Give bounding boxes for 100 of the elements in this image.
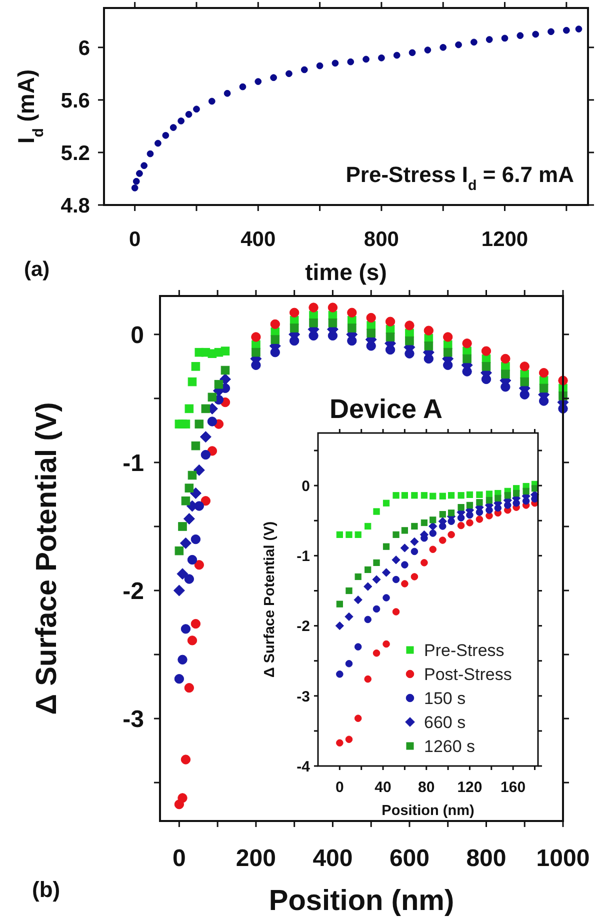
point [486,36,493,43]
point [504,492,511,499]
point [187,554,198,565]
point [466,502,474,509]
point [300,66,308,74]
point [184,574,194,584]
point [372,605,380,613]
point [429,530,437,537]
point [180,537,192,549]
point [378,54,385,62]
point [345,736,353,744]
point [174,546,184,556]
point [193,106,200,113]
point [190,534,201,544]
point [372,575,381,584]
point [316,62,324,70]
point [501,370,510,378]
point [386,332,395,342]
y-tick-label: -2 [122,578,144,606]
point [328,302,338,312]
point [457,522,465,530]
point [336,531,343,538]
legend-label: Pre-Stress [424,641,504,660]
point [401,527,408,534]
point [392,576,400,584]
x-axis-title: Position (nm) [268,885,454,917]
y-tick-label: 6 [78,36,90,60]
point [448,531,455,538]
point [354,596,362,604]
point [178,117,185,124]
point [354,714,362,722]
point [411,522,418,530]
point [174,674,184,684]
x-axis-title: Position (nm) [382,803,474,819]
point [494,494,502,502]
x-tick-label: 40 [374,779,392,796]
point [548,28,554,36]
point [286,70,292,78]
x-tick-label: 400 [312,845,353,872]
legend-label: 1260 s [424,737,476,756]
point [348,324,356,332]
point [476,499,483,506]
point [364,616,372,624]
point [520,362,530,372]
point [200,431,212,443]
point [410,548,418,556]
point [462,338,472,348]
x-tick-label: 800 [466,845,506,872]
point [470,38,478,46]
point [443,332,453,342]
point [430,492,436,500]
point [239,83,246,90]
point [385,316,396,326]
y-tick-label: 0 [130,322,144,350]
point [270,74,278,82]
y-tick-label: -4 [296,758,311,776]
annotation: Pre-Stress I$_{d}$ = 6.7 mA [346,162,574,194]
point [187,636,198,646]
point [290,324,299,332]
point [401,580,408,588]
point [270,335,280,344]
point [132,178,140,185]
point [181,496,190,506]
point [513,490,520,497]
point [335,621,344,630]
point [191,362,200,371]
point [364,566,372,574]
point [184,682,194,693]
x-tick-label: 200 [236,845,276,872]
point [188,377,197,386]
point [405,336,414,346]
x-tick-label: 400 [240,228,276,251]
point [200,450,211,460]
point [344,612,354,622]
point [476,491,483,498]
point [440,44,447,51]
point [562,26,570,34]
point [270,319,280,330]
point [219,373,232,385]
point [438,536,446,544]
point [191,441,200,450]
x-tick-label: 1200 [481,228,528,251]
point [429,546,437,554]
point [424,342,434,350]
point [392,608,400,616]
point [466,519,474,526]
legend-label: Post-Stress [424,665,512,684]
point [392,556,400,564]
x-tick-label: 120 [457,779,482,796]
y-tick-label: -3 [296,688,310,706]
x-tick-label: 800 [364,228,399,251]
point [538,368,549,378]
point [439,492,446,500]
y-tick-label: 0 [302,478,310,495]
point [354,531,362,538]
point [486,496,493,504]
point [539,384,548,393]
point [178,793,188,803]
point [455,41,462,48]
point [136,170,143,177]
